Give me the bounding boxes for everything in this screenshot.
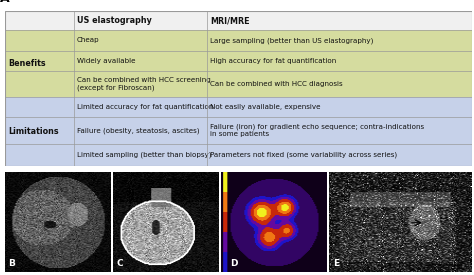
Bar: [5, 117, 74, 144]
Text: Not easily available, expensive: Not easily available, expensive: [210, 104, 321, 110]
Bar: [5, 11, 74, 30]
Bar: [207, 51, 472, 71]
Bar: [5, 71, 74, 97]
Text: Can be combined with HCC screening
(except for Fibroscan): Can be combined with HCC screening (exce…: [77, 77, 211, 91]
Text: Limitations: Limitations: [8, 127, 59, 136]
Bar: [74, 51, 207, 71]
Bar: [5, 30, 74, 51]
Text: Large sampling (better than US elastography): Large sampling (better than US elastogra…: [210, 37, 374, 44]
Bar: [74, 30, 207, 51]
Bar: [74, 11, 207, 30]
Bar: [74, 144, 207, 166]
Text: Can be combined with HCC diagnosis: Can be combined with HCC diagnosis: [210, 81, 343, 87]
Text: High accuracy for fat quantification: High accuracy for fat quantification: [210, 58, 337, 64]
Text: Limited sampling (better than biopsy): Limited sampling (better than biopsy): [77, 152, 211, 158]
Bar: [5, 144, 74, 166]
Bar: [207, 97, 472, 117]
Bar: [74, 71, 207, 97]
Text: E: E: [333, 259, 339, 268]
Bar: [5, 97, 74, 117]
Text: C: C: [117, 259, 123, 268]
Text: Widely available: Widely available: [77, 58, 136, 64]
Bar: [74, 117, 207, 144]
Bar: [207, 11, 472, 30]
Bar: [207, 144, 472, 166]
Text: Limited accuracy for fat quantification: Limited accuracy for fat quantification: [77, 104, 213, 110]
Text: Benefits: Benefits: [8, 59, 46, 68]
Text: A: A: [0, 0, 9, 5]
Text: Failure (obesity, steatosis, ascites): Failure (obesity, steatosis, ascites): [77, 127, 200, 134]
Text: Cheap: Cheap: [77, 37, 100, 43]
Bar: [5, 51, 74, 71]
Text: MRI/MRE: MRI/MRE: [210, 16, 250, 25]
Bar: [207, 30, 472, 51]
Bar: [74, 97, 207, 117]
Text: US elastography: US elastography: [77, 16, 152, 25]
Text: B: B: [9, 259, 15, 268]
Text: Failure (iron) for gradient echo sequence; contra-indications
in some patients: Failure (iron) for gradient echo sequenc…: [210, 124, 424, 137]
Text: D: D: [230, 259, 237, 268]
Bar: [207, 117, 472, 144]
Text: Parameters not fixed (some variability across series): Parameters not fixed (some variability a…: [210, 152, 397, 158]
Bar: [207, 71, 472, 97]
